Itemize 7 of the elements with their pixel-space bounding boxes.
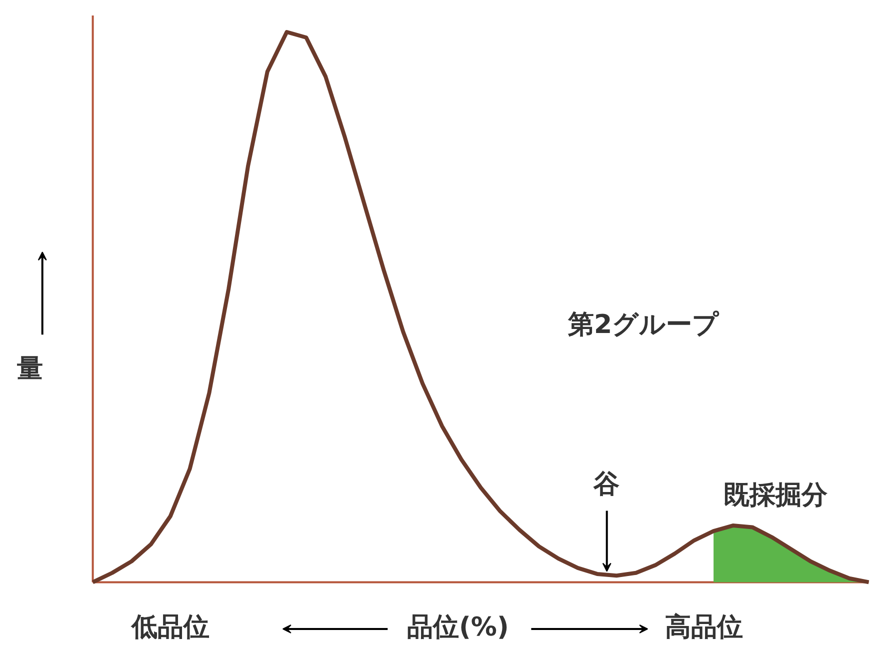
- y-axis-title: 量: [16, 354, 44, 384]
- x-axis-title: 品位(%): [407, 612, 509, 643]
- text: 低品位: [130, 612, 210, 643]
- text: 高品位: [665, 612, 744, 643]
- annotation: 第2グループ: [567, 310, 720, 340]
- annotation: 既採掘分: [723, 480, 828, 511]
- annotation: 谷: [592, 470, 620, 500]
